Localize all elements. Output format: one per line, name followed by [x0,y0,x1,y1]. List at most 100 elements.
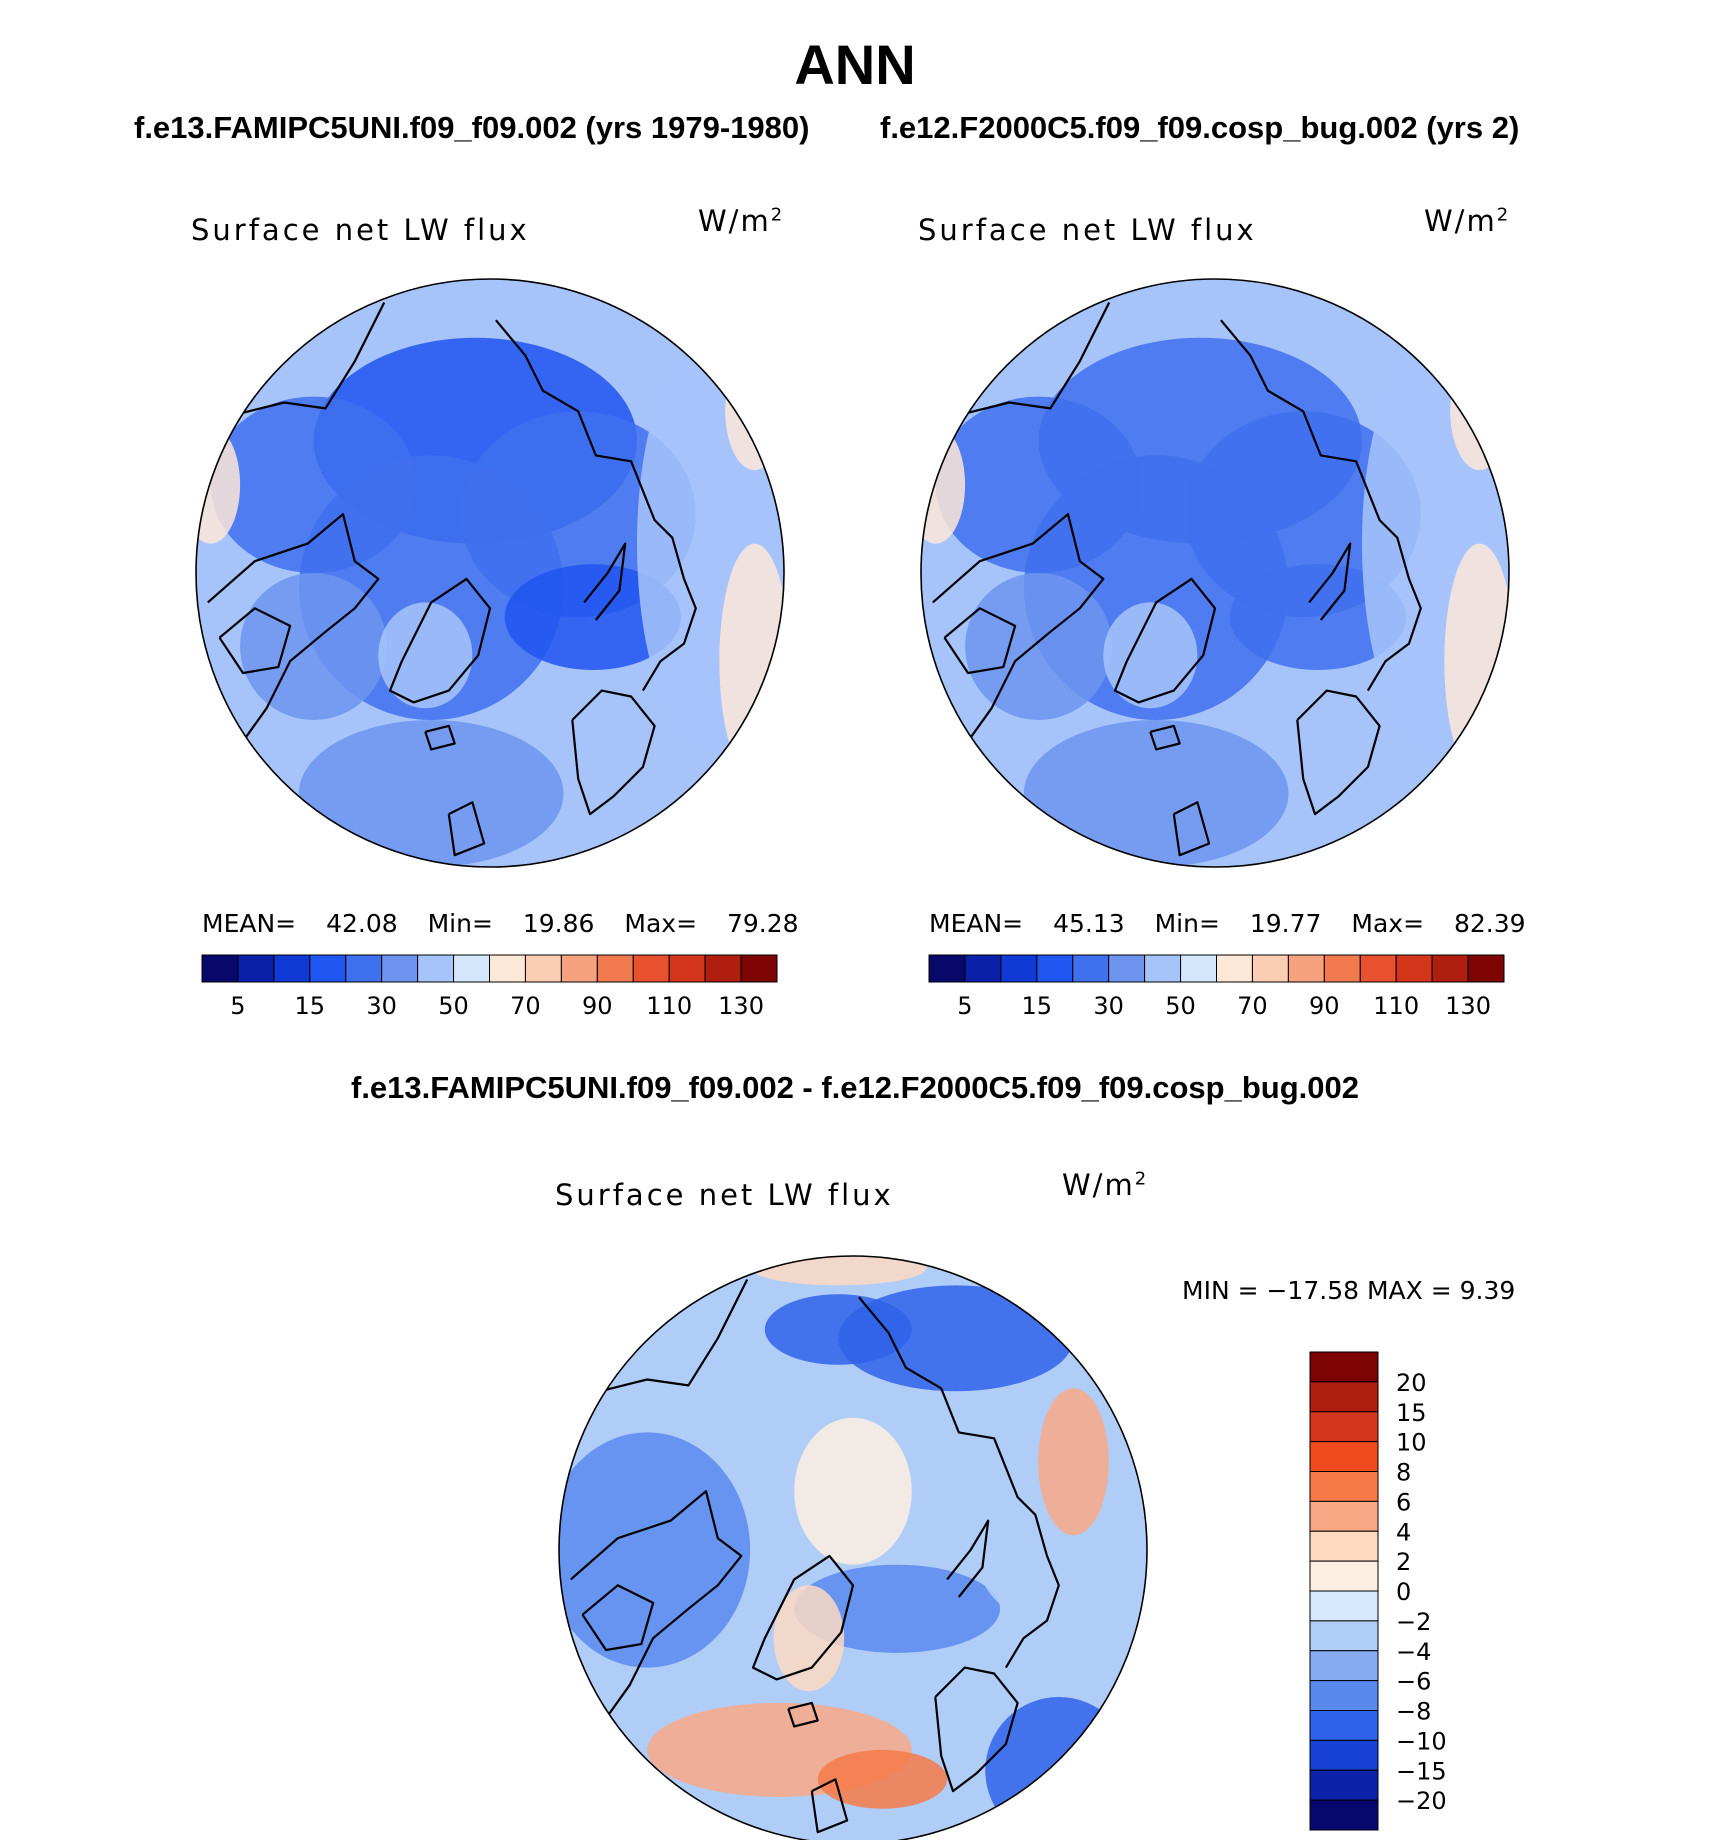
diff-colorbar-tick-label: 4 [1396,1518,1411,1546]
panel1-variable-label: Surface net LW flux [191,213,530,247]
panel1-mean-label: MEAN= [202,909,297,938]
diff-coastline [581,1584,655,1652]
diff-colorbar-box [1309,1500,1379,1532]
panel1-coastline [207,513,380,751]
panel2-max-label: Max= [1351,909,1425,938]
panel2-units: W/m2 [1424,204,1511,238]
panel2-mean-label: MEAN= [929,909,1024,938]
panel1-field-region [378,602,473,709]
panel2-colorbar-tick-label: 110 [1373,992,1419,1020]
diff-colorbar-tick-label: −4 [1396,1638,1431,1666]
diff-field-region [764,1294,912,1365]
panel2-coastline [1220,319,1422,692]
diff-colorbar-box [1309,1620,1379,1652]
diff-coastline [576,1279,749,1399]
diff-colorbar-tick-label: 20 [1396,1369,1427,1397]
diff-coastline [810,1778,849,1834]
panel1-colorbar-box [596,954,634,983]
panel2-stats: MEAN= 45.13 Min= 19.77 Max= 82.39 [929,909,1526,938]
diff-field-region [970,1432,1059,1609]
panel2-field-region [1185,411,1421,618]
panel1-colorbar-box [632,954,670,983]
diff-colorbar-tick-label: 6 [1396,1488,1411,1516]
panel2-colorbar-tick-label: 15 [1022,992,1053,1020]
panel1-colorbar-box [345,954,383,983]
diff-colorbar-tick-label: −8 [1396,1698,1431,1726]
panel2-mean-value: 45.13 [1053,909,1125,938]
panel1-colorbar-box [740,954,778,983]
panel2-coastline [938,302,1111,422]
panel1-min-value: 19.86 [522,909,595,938]
panel2-field-region [965,573,1113,720]
panel2-max-value: 82.39 [1454,909,1526,938]
panel2-colorbar-box [1467,954,1505,983]
panel2-coastline [1113,577,1217,704]
diff-colorbar-box [1309,1769,1379,1801]
diff-colorbar-box [1309,1471,1379,1502]
diff-field-region [559,1432,751,1668]
diff-field-region [773,1585,845,1692]
panel1-colorbar-tick-label: 15 [295,992,326,1020]
diff-colorbar-tick-label: 10 [1396,1429,1427,1457]
panel1-colorbar-tick-label: 90 [582,992,613,1020]
diff-colorbar-tick-label: −6 [1396,1668,1431,1696]
panel1-coastline [424,724,456,751]
diff-colorbar-box [1309,1441,1379,1472]
panel2-min-label: Min= [1154,909,1220,938]
diff-colorbar-tick-label: 8 [1396,1459,1411,1487]
panel1-coastline [213,302,386,422]
panel1-max-label: Max= [624,909,698,938]
panel1-colorbar-tick-label: 5 [230,992,245,1020]
panel1-colorbar-box [453,954,490,983]
diff-field-region [1038,1388,1109,1536]
panel2-field-region [1103,602,1198,709]
panel2-coastline [932,513,1105,751]
panel2-field-region [935,396,1142,573]
diff-colorbar-box [1309,1411,1379,1443]
panel2-colorbar-tick-label: 30 [1093,992,1124,1020]
difference-title: f.e13.FAMIPC5UNI.f09_f09.002 - f.e12.F20… [351,1070,1359,1105]
panel1-stats: MEAN= 42.08 Min= 19.86 Max= 79.28 [202,909,799,938]
diff-colorbar-box [1309,1590,1379,1622]
panel1-coastline [583,542,627,621]
panel1-colorbar-box [237,954,275,983]
panel1-colorbar-tick-label: 130 [718,992,764,1020]
panel1-colorbar-tick-label: 110 [646,992,692,1020]
main-title: ANN [794,33,916,96]
panel2-colorbar-box [1072,954,1110,983]
panel1-coastline [388,577,492,704]
panel1-field-region [240,573,388,720]
panel1-max-value: 79.28 [727,909,799,938]
diff-colorbar-tick-label: 0 [1396,1578,1411,1606]
diff-coastline [946,1519,990,1598]
panel2-colorbar-tick-label: 90 [1309,992,1340,1020]
panel2-field-region [921,426,966,544]
diff-colorbar-box [1309,1381,1379,1413]
panel1-map-border [195,278,785,868]
diff-colorbar-tick-label: −15 [1396,1757,1447,1785]
panel2-colorbar-box [1108,954,1146,983]
right-subtitle: f.e12.F2000C5.f09_f09.cosp_bug.002 (yrs … [880,110,1520,145]
panel2-coastline [1308,542,1352,621]
panel1-coastline [495,319,697,692]
panel1-min-label: Min= [427,909,493,938]
panel2-field-region [1023,720,1289,867]
panel2-min-value: 19.77 [1249,909,1322,938]
diff-field-region [794,1564,1000,1653]
panel1-field-region [210,396,417,573]
panel2-colorbar-tick-label: 70 [1237,992,1268,1020]
panel2-colorbar-box [1144,954,1182,983]
diff-colorbar-box [1309,1680,1379,1711]
diff-colorbar-tick-label: −20 [1396,1787,1447,1815]
panel2-field-region [1229,564,1407,671]
panel2-colorbar-tick-label: 50 [1165,992,1196,1020]
panel2-colorbar-box [1251,954,1289,983]
diff-colorbar-tick-label: −2 [1396,1608,1431,1636]
panel1-colorbar-box [489,954,526,983]
panel2-colorbar-box [928,954,966,983]
panel1-field-region [298,720,564,867]
